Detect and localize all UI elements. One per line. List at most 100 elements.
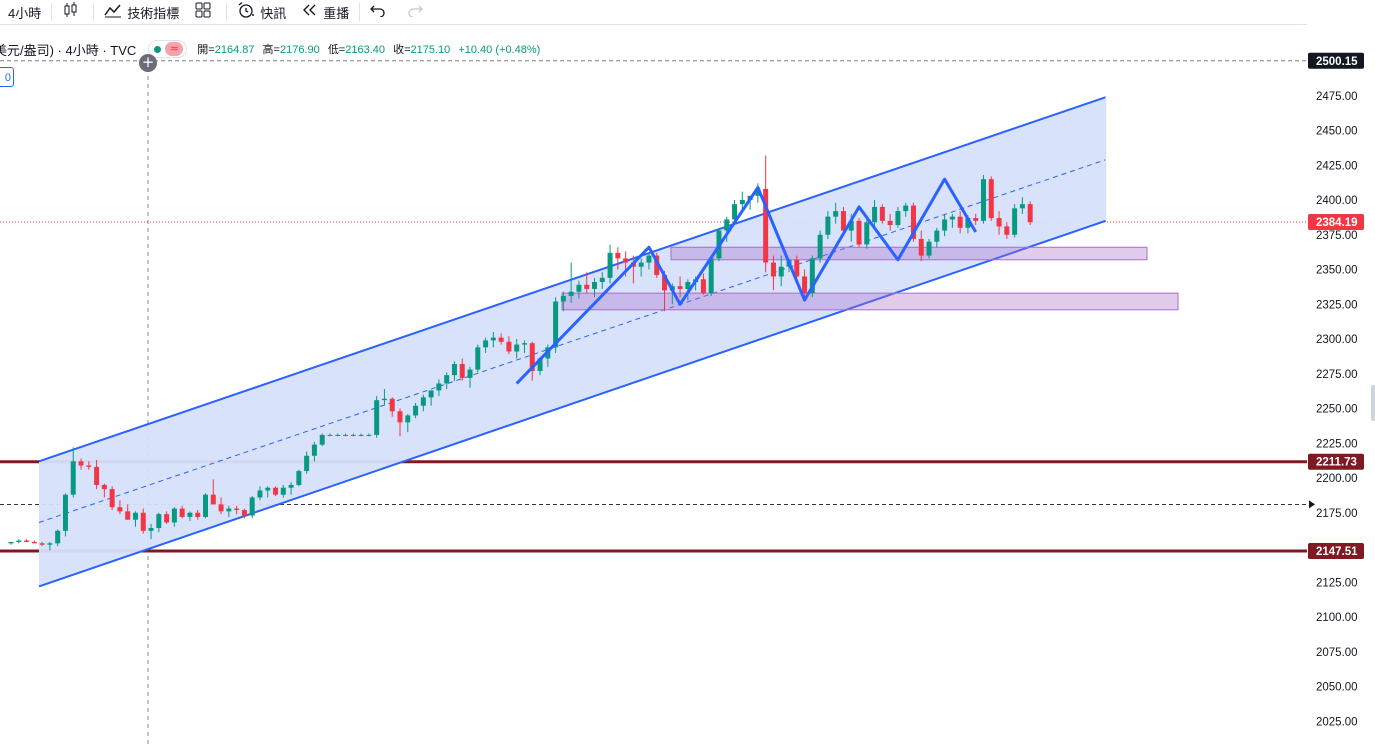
undo-icon [370,3,386,21]
toolbar-divider [51,3,53,21]
candle-body [514,344,520,352]
candle-body [732,204,738,220]
candle-body [164,514,170,523]
price-tick-label: 2250.00 [1316,404,1358,416]
left-edge-badge[interactable]: 0 [0,67,14,87]
candle-body [996,218,1002,227]
candle-body [654,255,660,276]
price-tick-label: 2050.00 [1316,682,1358,694]
price-tick-label: 2075.00 [1316,647,1358,659]
candle-body [203,494,208,517]
candle-body [498,337,504,342]
candle-body [140,512,146,531]
price-tag [1308,453,1364,470]
price-tag-label: 2384.19 [1316,217,1358,229]
candle-body [218,504,224,512]
price-tag-label: 2147.51 [1316,546,1358,558]
price-tick-label: 2450.00 [1316,126,1358,138]
candles-layer [8,155,1033,551]
candle-body [195,512,201,517]
candle-body [171,508,177,523]
candle-body [568,291,574,296]
candle-body [428,390,434,398]
replay-label: 重播 [323,5,350,21]
horizontal-lines-layer [0,60,1307,748]
zigzag-pattern [515,177,978,385]
quick-trade-label: 快訊 [260,5,287,21]
open-label: 開= [197,44,215,56]
candle-body [521,343,527,345]
candle-body [70,461,76,495]
low-value: 2163.40 [345,44,386,56]
indicators-button[interactable]: 技術指標 [96,0,187,24]
candle-body [86,465,92,467]
interval-selector[interactable]: 4小時 [0,0,49,24]
open-value: 2164.87 [214,44,255,56]
candle-body [506,341,512,352]
candle-body [794,259,800,277]
undo-button[interactable] [362,0,399,24]
toolbar-divider [93,3,95,21]
layout-button[interactable] [187,0,224,24]
rewind-icon [302,3,318,21]
price-tick-label: 2425.00 [1316,160,1358,172]
candle-body [724,219,730,231]
candle-body [179,508,185,517]
candle-body [677,286,683,289]
crosshair-axis-marker [1309,500,1315,509]
candle-body [24,540,30,542]
candle-body [381,398,387,401]
add-plus-icon[interactable]: + [139,54,157,72]
candle-body [288,484,294,488]
redo-icon [407,3,424,21]
price-tag-label: 2211.73 [1316,457,1357,469]
rectangle-zones [561,246,1179,311]
alarm-clock-icon [237,1,255,23]
channel-lower-line [38,219,1107,588]
symbol-title[interactable]: 美元/盎司) · 4小時 · TVC [0,42,137,58]
channel-upper-line [38,96,1107,463]
candle-body [296,471,302,485]
right-panel-handle[interactable] [1371,385,1375,421]
candle-body [249,497,255,516]
candle-body [420,397,426,406]
candle-style-button[interactable] [54,0,91,24]
price-tick-label: 2200.00 [1316,473,1358,485]
candle-body [16,540,22,542]
candle-body [755,188,761,196]
price-zone-2 [561,292,1179,311]
redo-button[interactable] [399,0,436,24]
candle-body [148,528,154,531]
candle-body [802,276,808,294]
candle-body [94,466,100,485]
close-label: 收= [393,44,411,56]
candle-body [125,511,131,520]
top-toolbar: 4小時 技術指標 快訊 重播 [0,0,1375,25]
candle-body [825,216,831,235]
replay-button[interactable]: 重播 [294,0,357,24]
candle-body [319,434,325,445]
candle-body [241,509,247,516]
candle-body [988,179,994,219]
price-tick-label: 2025.00 [1316,716,1358,728]
candle-body [366,434,372,436]
price-tick-label: 2275.00 [1316,369,1358,381]
candle-body [553,301,559,348]
candle-body [265,487,271,491]
market-status-pill[interactable]: ≈ [148,40,188,58]
candle-body [397,411,403,423]
candle-body [335,434,341,436]
candle-body [47,543,53,545]
price-tick-label: 2125.00 [1316,577,1358,589]
price-tick-label: 2350.00 [1316,265,1358,277]
candle-body [662,275,668,291]
price-tag [1308,52,1364,69]
candle-body [405,415,411,423]
candle-body [156,514,162,529]
candle-body [584,284,590,289]
candle-body [934,230,940,242]
candle-body [1019,204,1025,209]
candle-body [343,434,349,436]
alert-button[interactable]: 快訊 [229,0,294,24]
